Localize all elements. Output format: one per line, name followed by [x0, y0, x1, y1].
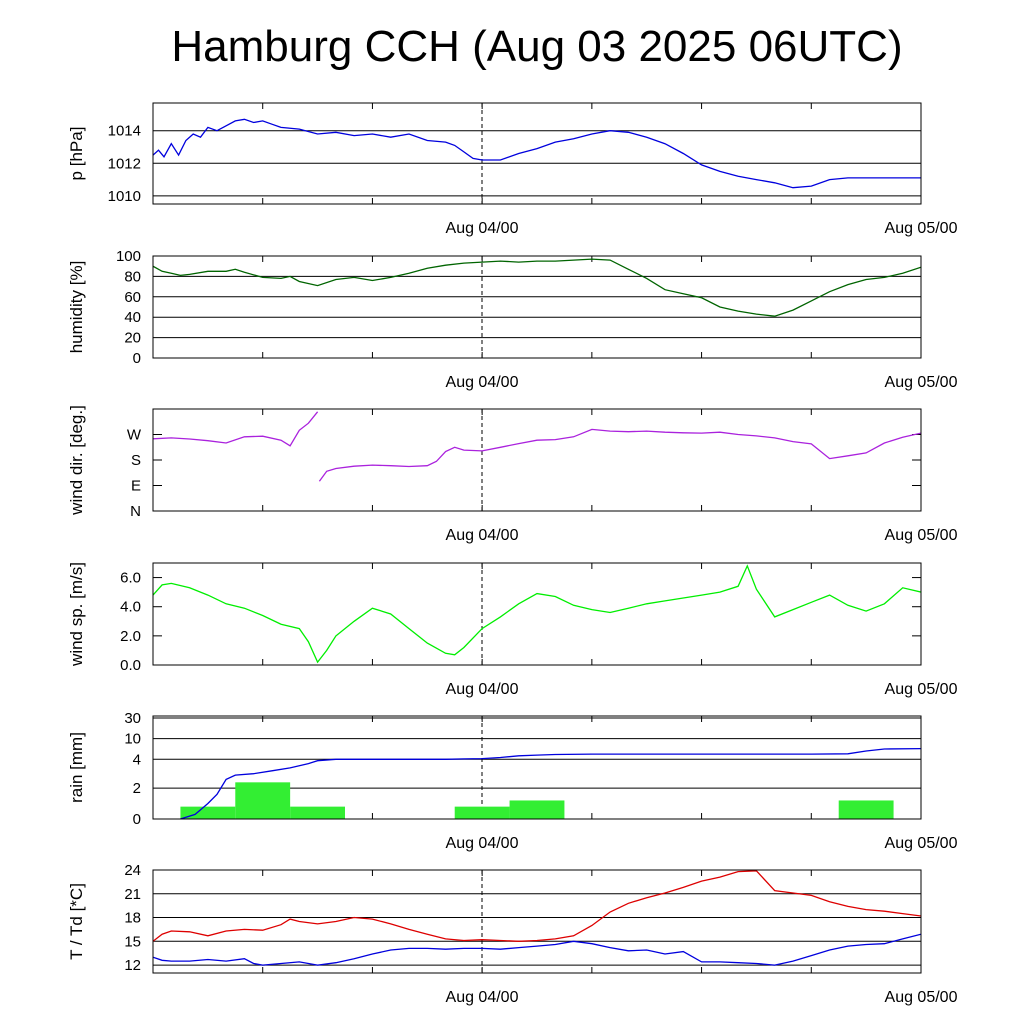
panel-frame: [152, 715, 922, 820]
y-tick-label: 24: [124, 862, 141, 879]
x-tick-label: Aug 05/00: [885, 374, 958, 391]
panel-pressure: 1010 1012 1014 p [hPa] Aug 04/00 Aug 05/00: [67, 102, 958, 237]
y-tick-label: 21: [124, 886, 141, 903]
x-tick-label: Aug 04/00: [446, 989, 519, 1006]
series-line-wind_speed-0: [153, 564, 921, 664]
rain-bar: [235, 782, 291, 819]
y-tick-label: 12: [124, 957, 141, 974]
y-tick-label: 2: [133, 780, 141, 797]
panel-frame: [152, 255, 922, 359]
y-tick-label: N: [130, 503, 141, 520]
x-tick-label: Aug 05/00: [885, 989, 958, 1006]
panel-humidity: 0 20 40 60 80 100 humidity [%] Aug 04/00 Aug 05/…: [67, 248, 958, 391]
series-line-wind_dir-1: [318, 428, 921, 482]
y-tick-label: 1012: [108, 155, 141, 172]
rain-bar: [290, 806, 345, 819]
x-tick-label: Aug 04/00: [446, 374, 519, 391]
panel-frame: [152, 562, 922, 666]
x-tick-label: Aug 05/00: [885, 527, 958, 544]
y-tick-label: 30: [124, 710, 141, 727]
y-tick-label: 0.0: [120, 657, 141, 674]
x-tick-label: Aug 04/00: [446, 681, 519, 698]
y-tick-label: 100: [116, 248, 141, 265]
rain-bar: [509, 800, 565, 819]
rain-bar: [454, 806, 510, 819]
x-tick-label: Aug 05/00: [885, 835, 958, 852]
y-axis-label: T / Td [*C]: [67, 883, 86, 960]
rain-bar: [180, 806, 236, 819]
y-axis-label: rain [mm]: [67, 732, 86, 803]
rain-bar: [838, 800, 894, 819]
x-tick-label: Aug 04/00: [446, 527, 519, 544]
y-axis-label: wind dir. [deg.]: [67, 405, 86, 516]
x-tick-label: Aug 05/00: [885, 220, 958, 237]
cumulative-rain-line: [180, 747, 921, 819]
y-tick-label: 0: [133, 811, 141, 828]
y-tick-label: 0: [133, 350, 141, 367]
y-tick-label: S: [131, 452, 141, 469]
y-axis-label: wind sp. [m/s]: [67, 562, 86, 667]
panel-temperature: 12 15 18 21 24 T / Td [*C] Aug 04/00 Aug 05/00: [67, 862, 958, 1006]
y-tick-label: 1014: [108, 123, 141, 140]
y-tick-label: 10: [124, 731, 141, 748]
x-tick-label: Aug 04/00: [446, 220, 519, 237]
y-tick-label: 2.0: [120, 628, 141, 645]
y-tick-label: 4.0: [120, 599, 141, 616]
series-line-pressure-0: [153, 118, 921, 189]
y-axis-label: p [hPa]: [67, 127, 86, 181]
y-tick-label: 60: [124, 289, 141, 306]
y-tick-label: 80: [124, 268, 141, 285]
series-line-humidity-0: [153, 258, 921, 317]
y-axis-label: humidity [%]: [67, 261, 86, 354]
y-tick-label: 40: [124, 309, 141, 326]
x-tick-label: Aug 05/00: [885, 681, 958, 698]
chart-title: Hamburg CCH (Aug 03 2025 06UTC): [171, 22, 903, 71]
panel-rain: 0 2 4 10 30 rain [mm] Aug 04/00 Aug 05/00: [67, 710, 958, 852]
series-line-wind_dir-0: [153, 411, 319, 447]
x-tick-label: Aug 04/00: [446, 835, 519, 852]
panel-frame: [152, 869, 922, 974]
series-line-temperature-1: [153, 933, 921, 966]
panel-wind_speed: 0.0 2.0 4.0 6.0 wind sp. [m/s] Aug 04/00 Aug 0…: [67, 562, 958, 698]
y-tick-label: 6.0: [120, 570, 141, 587]
y-tick-label: 1010: [108, 188, 141, 205]
panel-frame: [152, 102, 922, 205]
y-tick-label: 20: [124, 330, 141, 347]
y-tick-label: 4: [133, 751, 141, 768]
panel-frame: [152, 408, 922, 512]
series-line-temperature-0: [153, 870, 921, 942]
y-tick-label: E: [131, 478, 141, 495]
y-tick-label: 15: [124, 933, 141, 950]
y-tick-label: 18: [124, 910, 141, 927]
y-tick-label: W: [127, 427, 142, 444]
